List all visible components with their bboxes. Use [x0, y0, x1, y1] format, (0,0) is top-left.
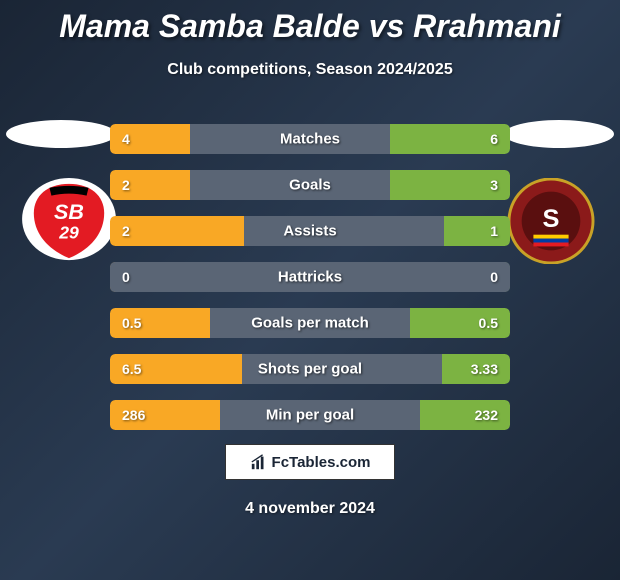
- chart-icon: [250, 453, 268, 471]
- stat-value-right: 3.33: [471, 361, 498, 377]
- stat-value-left: 4: [122, 131, 130, 147]
- stat-bar: 2 3 Goals: [110, 170, 510, 200]
- stat-value-left: 2: [122, 177, 130, 193]
- brand-text: FcTables.com: [272, 454, 371, 471]
- stat-bar: 0 0 Hattricks: [110, 262, 510, 292]
- stat-label: Matches: [280, 131, 340, 148]
- stat-value-right: 6: [490, 131, 498, 147]
- stat-value-right: 0.5: [479, 315, 498, 331]
- stats-container: 46Matches23Goals21Assists00Hattricks0.50…: [110, 124, 510, 446]
- stat-value-left: 286: [122, 407, 145, 423]
- player-photo-right-placeholder: [504, 120, 614, 148]
- stat-bar: 0.5 0.5 Goals per match: [110, 308, 510, 338]
- stat-bar-left: [110, 170, 310, 200]
- svg-text:SB: SB: [54, 200, 84, 224]
- stat-label: Hattricks: [278, 269, 342, 286]
- player-photo-left-placeholder: [6, 120, 116, 148]
- stat-bar: 6.5 3.33 Shots per goal: [110, 354, 510, 384]
- stat-label: Shots per goal: [258, 361, 362, 378]
- club-logo-right: S: [502, 178, 600, 264]
- stat-bar: 4 6 Matches: [110, 124, 510, 154]
- stat-bar-left: [110, 216, 310, 246]
- stat-value-right: 232: [475, 407, 498, 423]
- stat-bar-right: [310, 216, 510, 246]
- stat-value-right: 0: [490, 269, 498, 285]
- stat-label: Goals: [289, 177, 331, 194]
- stat-value-right: 3: [490, 177, 498, 193]
- subtitle: Club competitions, Season 2024/2025: [0, 61, 620, 79]
- stat-label: Min per goal: [266, 407, 354, 424]
- stat-value-right: 1: [490, 223, 498, 239]
- stat-bar-right: [310, 170, 510, 200]
- club-logo-left: SB 29: [20, 178, 118, 264]
- stat-value-left: 2: [122, 223, 130, 239]
- stat-value-left: 0.5: [122, 315, 141, 331]
- stat-value-left: 0: [122, 269, 130, 285]
- stat-bar: 2 1 Assists: [110, 216, 510, 246]
- svg-text:S: S: [543, 205, 560, 233]
- stat-value-left: 6.5: [122, 361, 141, 377]
- stat-label: Assists: [283, 223, 336, 240]
- date-label: 4 november 2024: [245, 500, 375, 518]
- brand-logo: FcTables.com: [225, 444, 395, 480]
- stat-bar: 286 232 Min per goal: [110, 400, 510, 430]
- page-title: Mama Samba Balde vs Rrahmani: [0, 0, 620, 45]
- stat-label: Goals per match: [251, 315, 369, 332]
- svg-text:29: 29: [58, 223, 79, 243]
